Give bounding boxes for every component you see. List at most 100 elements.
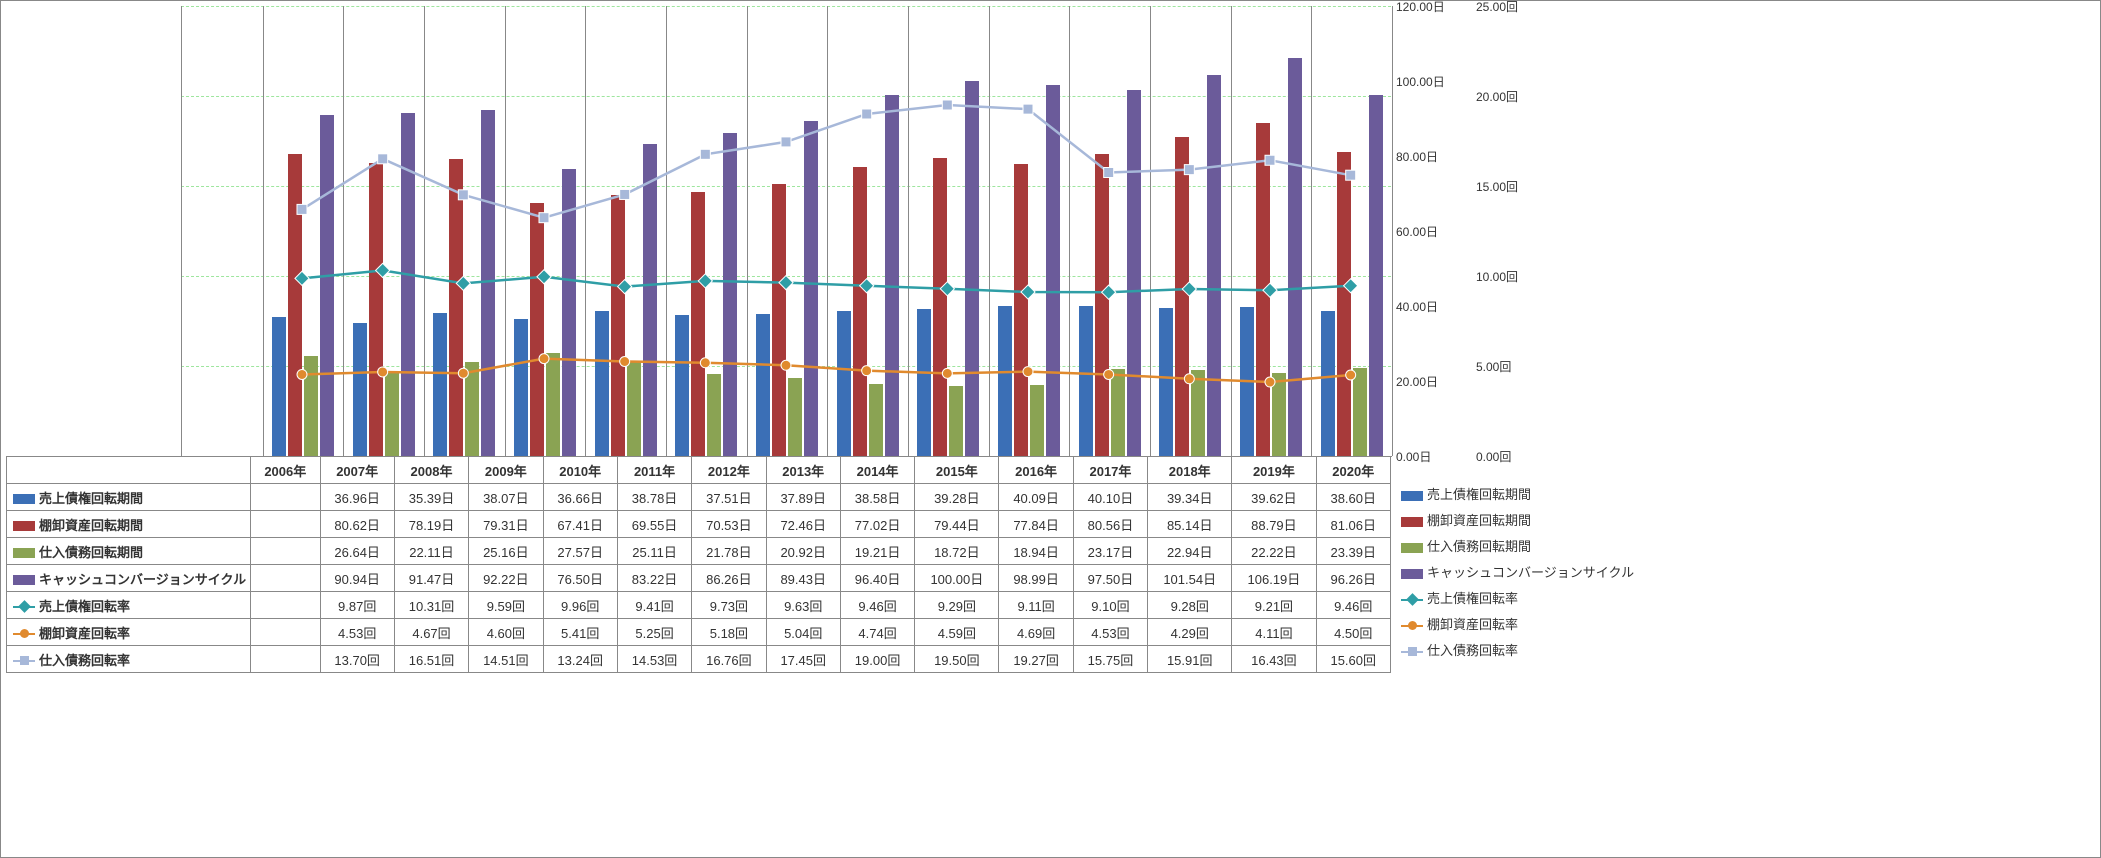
bar-ap_period	[546, 353, 560, 456]
bar-ccc	[804, 121, 818, 456]
table-year-header: 2013年	[766, 457, 840, 484]
bar-ar_period	[675, 315, 689, 456]
category-slot	[343, 6, 425, 456]
table-cell: 97.50日	[1073, 565, 1147, 592]
bar-ccc	[481, 110, 495, 456]
table-cell: 101.54日	[1148, 565, 1232, 592]
table-cell: 88.79日	[1232, 511, 1316, 538]
table-cell: 80.62日	[320, 511, 394, 538]
category-slot	[908, 6, 990, 456]
bar-inv_period	[449, 159, 463, 456]
category-slot	[666, 6, 748, 456]
table-corner	[7, 457, 251, 484]
bar-inv_period	[853, 167, 867, 456]
table-cell	[251, 511, 320, 538]
table-cell: 36.66日	[543, 484, 617, 511]
bar-ar_period	[1321, 311, 1335, 456]
table-cell: 36.96日	[320, 484, 394, 511]
legend-item-ar_period: 売上債権回転期間	[1401, 482, 1711, 508]
legend-right: 売上債権回転期間棚卸資産回転期間仕入債務回転期間キャッシュコンバージョンサイクル…	[1401, 456, 1711, 664]
table-cell: 25.16日	[469, 538, 543, 565]
y1-tick-label: 80.00日	[1396, 148, 1456, 165]
bar-ccc	[885, 95, 899, 457]
bar-ap_period	[1030, 385, 1044, 456]
table-cell: 5.18回	[692, 619, 766, 646]
table-cell: 96.26日	[1316, 565, 1391, 592]
table-cell: 35.39日	[394, 484, 468, 511]
table-cell: 9.46回	[1316, 592, 1391, 619]
table-cell: 40.09日	[999, 484, 1073, 511]
legend-label: 仕入債務回転率	[1427, 643, 1518, 658]
table-cell: 21.78日	[692, 538, 766, 565]
row-header-ap_turn: 仕入債務回転率	[7, 646, 251, 673]
legend-item-ar_turn: 売上債権回転率	[1401, 586, 1711, 612]
legend-label: 売上債権回転期間	[1427, 487, 1531, 502]
table-cell: 16.76回	[692, 646, 766, 673]
table-year-header: 2019年	[1232, 457, 1316, 484]
bar-inv_period	[1337, 152, 1351, 456]
series-label: キャッシュコンバージョンサイクル	[39, 572, 246, 587]
table-cell: 9.87回	[320, 592, 394, 619]
table-cell: 23.39日	[1316, 538, 1391, 565]
category-slot	[827, 6, 909, 456]
bar-ap_period	[1272, 373, 1286, 456]
legend-label: 棚卸資産回転率	[1427, 617, 1518, 632]
table-cell: 4.67回	[394, 619, 468, 646]
table-cell: 15.91回	[1148, 646, 1232, 673]
table-cell: 40.10日	[1073, 484, 1147, 511]
category-slot	[1150, 6, 1232, 456]
table-cell: 4.59回	[915, 619, 999, 646]
bar-ccc	[320, 115, 334, 456]
table-cell: 5.04回	[766, 619, 840, 646]
table-cell: 4.50回	[1316, 619, 1391, 646]
table-cell: 9.11回	[999, 592, 1073, 619]
table-cell: 39.62日	[1232, 484, 1316, 511]
table-year-header: 2009年	[469, 457, 543, 484]
series-label: 仕入債務回転率	[39, 653, 130, 668]
table-cell: 4.29回	[1148, 619, 1232, 646]
bar-inv_period	[611, 195, 625, 456]
category-slot	[424, 6, 506, 456]
table-year-header: 2012年	[692, 457, 766, 484]
legend-spacer	[1401, 456, 1711, 482]
bar-ap_period	[949, 386, 963, 456]
legend-label: キャッシュコンバージョンサイクル	[1427, 565, 1634, 580]
table-cell: 77.02日	[840, 511, 914, 538]
category-slot	[1069, 6, 1151, 456]
series-label: 仕入債務回転期間	[39, 545, 143, 560]
bar-ar_period	[1079, 306, 1093, 456]
table-cell: 14.51回	[469, 646, 543, 673]
table-cell	[251, 619, 320, 646]
category-slot	[1231, 6, 1313, 456]
table-cell: 38.78日	[617, 484, 691, 511]
table-cell: 23.17日	[1073, 538, 1147, 565]
y1-tick-label: 120.00日	[1396, 0, 1456, 15]
y2-tick-label: 25.00回	[1476, 0, 1536, 15]
bar-inv_period	[369, 163, 383, 456]
table-cell: 92.22日	[469, 565, 543, 592]
category-slot	[182, 6, 264, 456]
series-label: 棚卸資産回転期間	[39, 518, 143, 533]
y1-tick-label: 40.00日	[1396, 298, 1456, 315]
table-cell: 9.41回	[617, 592, 691, 619]
table-cell: 4.69回	[999, 619, 1073, 646]
table-year-header: 2020年	[1316, 457, 1391, 484]
bar-ccc	[965, 81, 979, 456]
table-cell: 80.56日	[1073, 511, 1147, 538]
y2-tick-label: 10.00回	[1476, 268, 1536, 285]
table-year-header: 2006年	[251, 457, 320, 484]
table-cell: 16.51回	[394, 646, 468, 673]
table-cell: 25.11日	[617, 538, 691, 565]
table-cell: 22.11日	[394, 538, 468, 565]
table-cell: 26.64日	[320, 538, 394, 565]
table-cell: 4.11回	[1232, 619, 1316, 646]
table-cell: 85.14日	[1148, 511, 1232, 538]
bar-ccc	[562, 169, 576, 456]
bar-ccc	[1127, 90, 1141, 456]
table-cell: 67.41日	[543, 511, 617, 538]
table-cell: 70.53日	[692, 511, 766, 538]
bar-ar_period	[917, 309, 931, 456]
bar-inv_period	[1014, 164, 1028, 456]
series-label: 売上債権回転期間	[39, 491, 143, 506]
table-cell: 4.60回	[469, 619, 543, 646]
